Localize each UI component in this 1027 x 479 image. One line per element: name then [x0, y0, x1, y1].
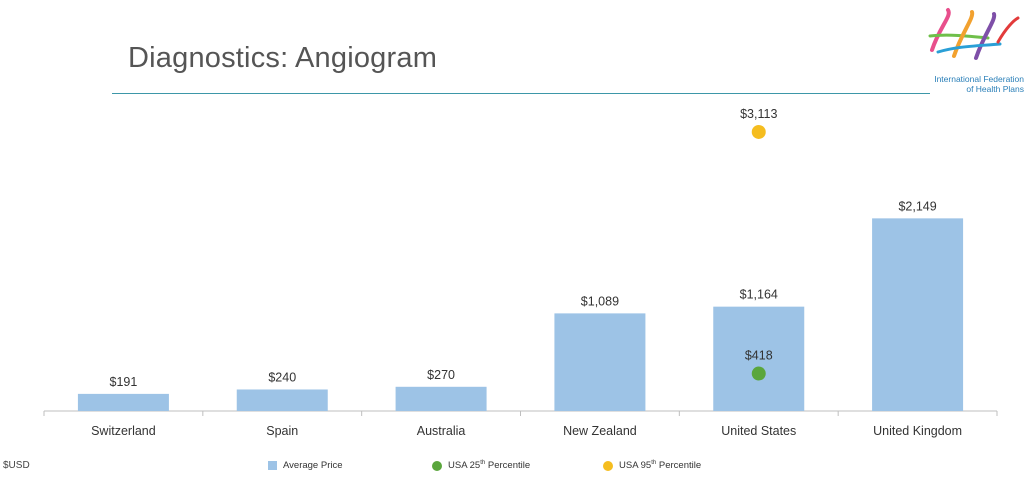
data-label: $1,164	[740, 288, 778, 302]
data-label: $2,149	[898, 199, 936, 213]
x-tick-label: Australia	[417, 424, 466, 438]
legend-label-usa-25th: USA 25th Percentile	[448, 460, 531, 472]
unit-label: $USD	[3, 460, 30, 471]
logo-text-line1: International Federation	[934, 74, 1024, 84]
data-label: $240	[268, 370, 296, 384]
title-divider	[112, 93, 930, 94]
data-label: $191	[110, 375, 138, 389]
x-tick-label: United States	[721, 424, 796, 438]
x-tick-label: Switzerland	[91, 424, 156, 438]
bar	[713, 306, 805, 411]
data-label: $1,089	[581, 294, 619, 308]
bar	[554, 313, 646, 411]
page-title: Diagnostics: Angiogram	[128, 42, 438, 74]
data-label: $418	[745, 349, 773, 363]
bar	[236, 389, 328, 411]
bar	[872, 218, 964, 411]
legend-swatch-average-price	[268, 461, 277, 470]
usa-95th-point	[751, 124, 766, 139]
legend-label-average-price: Average Price	[283, 460, 343, 471]
bar	[395, 386, 487, 411]
bar	[77, 393, 169, 411]
logo-text: International Federation of Health Plans	[918, 74, 1024, 94]
data-label: $3,113	[740, 107, 777, 121]
x-tick-label: New Zealand	[563, 424, 637, 438]
legend-usa-25th: USA 25th Percentile	[432, 460, 530, 471]
x-tick-label: Spain	[266, 424, 298, 438]
data-label: $270	[427, 368, 455, 382]
usa-25th-point	[751, 366, 766, 381]
x-tick-label: United Kingdom	[873, 424, 962, 438]
legend-dot-usa-95th	[603, 460, 613, 471]
ifhp-logo-icon	[928, 8, 1020, 60]
legend-average-price: Average Price	[268, 460, 343, 471]
logo-text-line2: of Health Plans	[966, 84, 1024, 94]
legend-usa-95th: USA 95th Percentile	[603, 460, 701, 471]
legend-dot-usa-25th	[432, 460, 442, 471]
legend-label-usa-95th: USA 95th Percentile	[619, 460, 702, 472]
